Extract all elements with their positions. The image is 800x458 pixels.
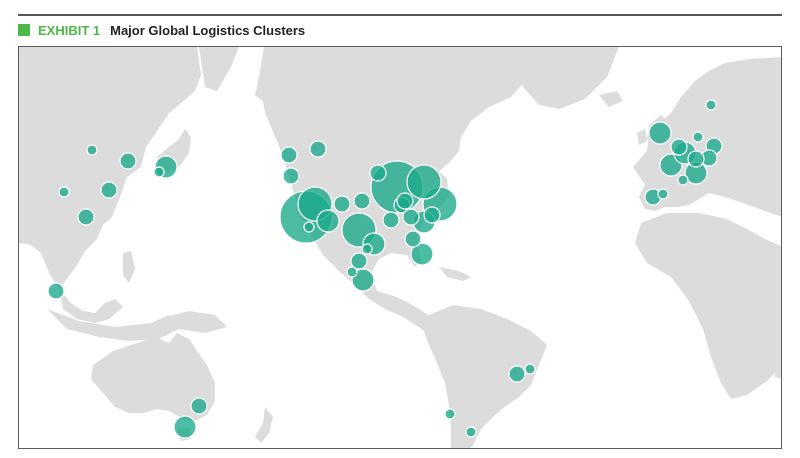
cluster-bubble-north-america	[350, 252, 368, 270]
exhibit-header: EXHIBIT 1 Major Global Logistics Cluster…	[18, 21, 305, 39]
landmass-new-zealand	[255, 407, 273, 443]
landmass-iceland	[599, 91, 623, 107]
cluster-bubble-asia	[119, 152, 137, 170]
cluster-bubble-north-america	[410, 242, 434, 266]
cluster-bubble-asia	[58, 186, 70, 198]
cluster-bubble-north-america	[282, 167, 300, 185]
cluster-bubble-europe	[692, 131, 704, 143]
cluster-bubble-north-america	[303, 221, 315, 233]
cluster-bubble-north-america	[369, 164, 387, 182]
cluster-bubble-north-america	[406, 164, 442, 200]
cluster-bubble-europe	[687, 150, 705, 168]
landmasses	[19, 47, 781, 448]
landmass-philippines	[123, 251, 135, 283]
cluster-bubble-asia	[47, 282, 65, 300]
cluster-bubble-north-america	[280, 146, 298, 164]
exhibit-title: Major Global Logistics Clusters	[110, 22, 306, 38]
landmass-africa	[635, 213, 781, 399]
cluster-bubble-south-america	[508, 365, 526, 383]
cluster-bubble-asia	[100, 181, 118, 199]
cluster-bubble-south-america	[465, 426, 477, 438]
landmass-kamchatka	[199, 47, 239, 91]
landmass-australia	[91, 333, 215, 421]
cluster-bubble-north-america	[396, 192, 414, 210]
cluster-bubble-north-america	[361, 243, 373, 255]
cluster-bubble-north-america	[423, 206, 441, 224]
cluster-bubble-asia	[153, 166, 165, 178]
landmass-indonesia	[47, 309, 179, 341]
cluster-bubble-north-america	[309, 140, 327, 158]
cluster-bubble-north-america	[353, 192, 371, 210]
cluster-bubble-europe	[648, 121, 672, 145]
landmass-greenland	[509, 47, 619, 109]
cluster-bubbles	[47, 99, 723, 439]
landmass-east-asia	[19, 47, 201, 289]
cluster-bubble-asia	[86, 144, 98, 156]
cluster-bubble-europe	[705, 99, 717, 111]
cluster-bubble-europe	[657, 188, 669, 200]
top-rule	[18, 14, 782, 16]
cluster-bubble-asia	[77, 208, 95, 226]
landmass-new-guinea	[167, 311, 227, 333]
landmass-madagascar	[775, 344, 781, 379]
exhibit-label: EXHIBIT 1	[38, 22, 101, 38]
world-map	[19, 47, 781, 448]
cluster-bubble-south-america	[444, 408, 456, 420]
landmass-south-america	[423, 305, 547, 448]
cluster-bubble-north-america	[346, 266, 358, 278]
cluster-bubble-south-america	[524, 363, 536, 375]
cluster-bubble-north-america	[402, 208, 420, 226]
landmass-southeast-asia	[59, 289, 123, 323]
cluster-bubble-north-america	[351, 268, 375, 292]
cluster-bubble-oceania	[173, 415, 197, 439]
cluster-bubble-north-america	[316, 209, 340, 233]
landmass-caribbean	[439, 267, 471, 281]
cluster-bubble-oceania	[190, 397, 208, 415]
cluster-bubble-north-america	[382, 211, 400, 229]
cluster-bubble-north-america	[404, 230, 422, 248]
exhibit-marker	[18, 24, 30, 36]
cluster-bubble-europe	[670, 138, 688, 156]
cluster-bubble-europe	[677, 174, 689, 186]
landmass-ireland	[637, 129, 647, 145]
cluster-bubble-north-america	[333, 195, 351, 213]
map-frame	[18, 46, 782, 449]
